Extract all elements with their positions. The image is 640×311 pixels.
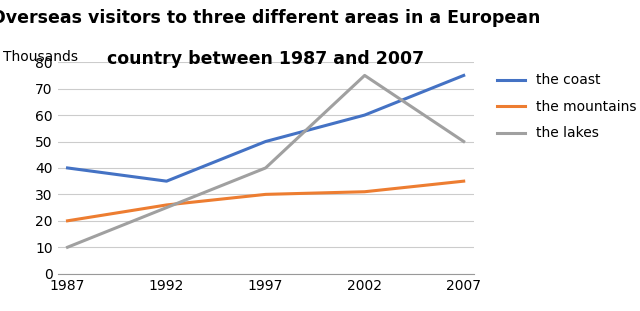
the mountains: [63, 219, 71, 223]
the coast: [163, 179, 170, 183]
the lakes: [361, 73, 369, 77]
Text: country between 1987 and 2007: country between 1987 and 2007: [107, 50, 424, 68]
Line: the mountains: the mountains: [67, 181, 464, 221]
the lakes: [163, 206, 170, 210]
the coast: [63, 166, 71, 170]
the lakes: [262, 166, 269, 170]
the coast: [460, 73, 468, 77]
Text: Overseas visitors to three different areas in a European: Overseas visitors to three different are…: [0, 9, 540, 27]
the mountains: [460, 179, 468, 183]
the mountains: [163, 203, 170, 207]
the lakes: [460, 140, 468, 143]
Text: Thousands: Thousands: [3, 50, 78, 64]
Line: the lakes: the lakes: [67, 75, 464, 247]
the lakes: [63, 245, 71, 249]
the mountains: [262, 193, 269, 196]
the coast: [262, 140, 269, 143]
Line: the coast: the coast: [67, 75, 464, 181]
the coast: [361, 113, 369, 117]
the mountains: [361, 190, 369, 193]
Legend: the coast, the mountains, the lakes: the coast, the mountains, the lakes: [497, 73, 637, 140]
